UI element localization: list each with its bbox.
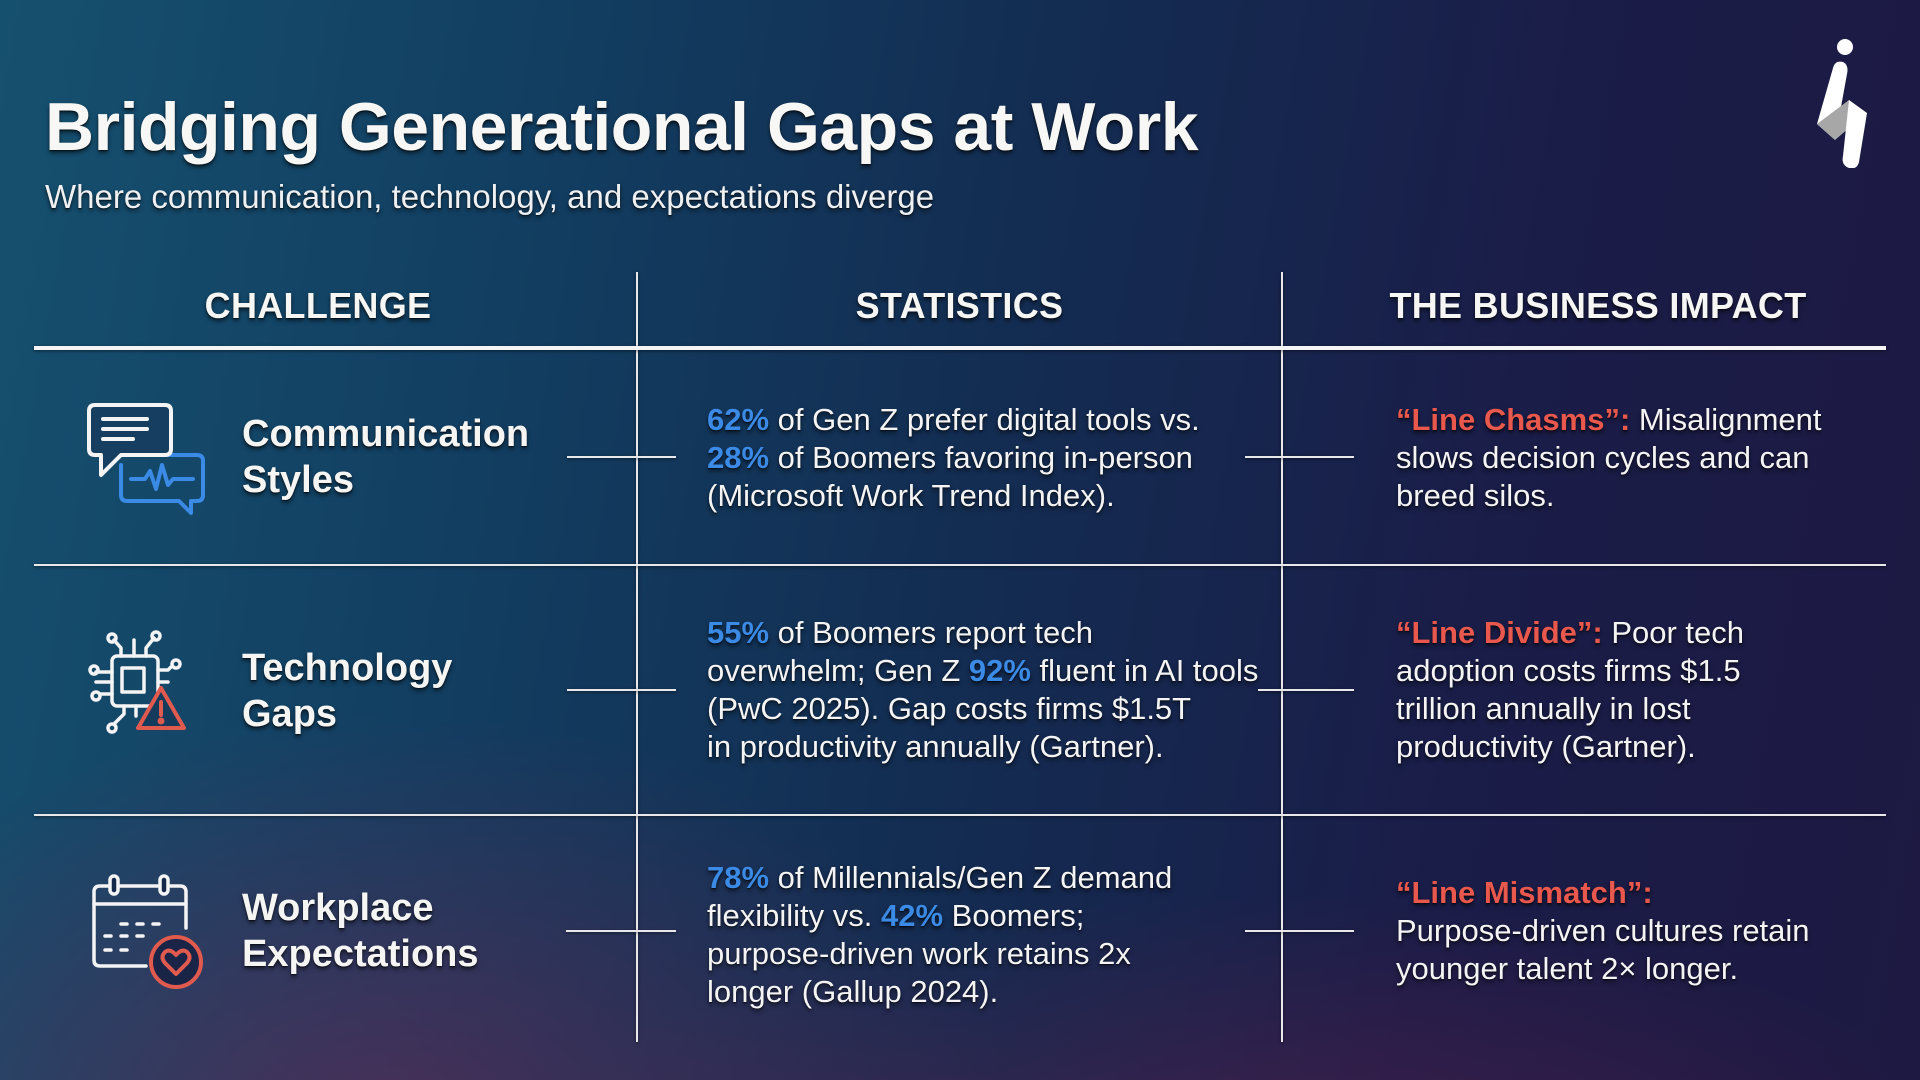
page-title: Bridging Generational Gaps at Work bbox=[45, 89, 1199, 165]
stat-text: overwhelm; Gen Z bbox=[707, 653, 969, 688]
impact-cell: “Line Chasms”: Misalignment slows decisi… bbox=[1396, 401, 1822, 515]
impact-text: Misalignment bbox=[1630, 402, 1822, 437]
column-header-statistics: STATISTICS bbox=[855, 285, 1064, 326]
statistics-cell: 62% of Gen Z prefer digital tools vs. 28… bbox=[707, 401, 1200, 515]
impact-label: “Line Mismatch”: bbox=[1396, 875, 1653, 910]
impact-text: productivity (Gartner). bbox=[1396, 729, 1696, 764]
column-divider-2 bbox=[1281, 272, 1283, 1042]
impact-label: “Line Chasms”: bbox=[1396, 402, 1631, 437]
impact-text: Purpose-driven cultures retain bbox=[1396, 913, 1810, 948]
stat-highlight: 78% bbox=[707, 860, 770, 895]
stat-text: (PwC 2025). Gap costs firms $1.5T bbox=[707, 691, 1192, 726]
stat-text: of Millennials/Gen Z demand bbox=[769, 860, 1173, 895]
stat-text: of Boomers favoring in-person bbox=[769, 440, 1193, 475]
row1-connector-left bbox=[567, 456, 676, 458]
impact-cell: “Line Divide”: Poor tech adoption costs … bbox=[1396, 614, 1744, 766]
challenge-name-line: Workplace bbox=[242, 887, 434, 929]
row2-connector-left bbox=[567, 689, 676, 691]
row1-connector-right bbox=[1245, 456, 1354, 458]
impact-label: “Line Divide”: bbox=[1396, 615, 1603, 650]
challenge-name-line: Styles bbox=[242, 459, 354, 501]
challenge-name: Technology Gaps bbox=[242, 645, 452, 737]
challenge-name-line: Expectations bbox=[242, 933, 479, 975]
challenge-name: Workplace Expectations bbox=[242, 885, 479, 977]
stat-text: fluent in AI tools bbox=[1030, 653, 1259, 688]
row3-connector-right bbox=[1245, 930, 1354, 932]
stat-text: flexibility vs. bbox=[707, 898, 881, 933]
stat-highlight: 28% bbox=[707, 440, 770, 475]
stat-text: longer (Gallup 2024). bbox=[707, 974, 999, 1009]
stat-highlight: 62% bbox=[707, 402, 770, 437]
chip-warning-icon bbox=[88, 630, 186, 734]
impact-text: trillion annually in lost bbox=[1396, 691, 1691, 726]
stat-text: of Boomers report tech bbox=[769, 615, 1093, 650]
impact-text: Poor tech bbox=[1602, 615, 1745, 650]
row-divider-2 bbox=[34, 814, 1886, 816]
row2-connector-right bbox=[1258, 689, 1354, 691]
header-divider bbox=[34, 346, 1886, 350]
impact-text: slows decision cycles and can bbox=[1396, 440, 1810, 475]
stat-text: purpose-driven work retains 2x bbox=[707, 936, 1131, 971]
challenge-name: Communication Styles bbox=[242, 411, 529, 503]
stat-text: (Microsoft Work Trend Index). bbox=[707, 478, 1115, 513]
challenge-name-line: Gaps bbox=[242, 693, 338, 735]
stat-highlight: 55% bbox=[707, 615, 770, 650]
chat-bubbles-icon bbox=[87, 403, 205, 515]
challenge-name-line: Communication bbox=[242, 413, 530, 455]
statistics-cell: 78% of Millennials/Gen Z demand flexibil… bbox=[707, 859, 1172, 1011]
page-subtitle: Where communication, technology, and exp… bbox=[45, 178, 935, 215]
stat-highlight: 42% bbox=[880, 898, 944, 933]
stat-text: in productivity annually (Gartner). bbox=[707, 729, 1164, 764]
impact-text: younger talent 2× longer. bbox=[1396, 951, 1739, 986]
stat-text: Boomers; bbox=[943, 898, 1085, 933]
row3-connector-left bbox=[566, 930, 676, 932]
brand-logo-icon bbox=[1817, 39, 1867, 168]
statistics-cell: 55% of Boomers report tech overwhelm; Ge… bbox=[707, 614, 1258, 766]
stat-text: of Gen Z prefer digital tools vs. bbox=[769, 402, 1200, 437]
stat-highlight: 92% bbox=[968, 653, 1031, 688]
impact-text: breed silos. bbox=[1396, 478, 1555, 513]
calendar-heart-icon bbox=[92, 874, 203, 989]
column-divider-1 bbox=[636, 272, 638, 1042]
impact-cell: “Line Mismatch”: Purpose-driven cultures… bbox=[1396, 874, 1810, 988]
column-header-challenge: CHALLENGE bbox=[204, 285, 432, 326]
column-header-business-impact: THE BUSINESS IMPACT bbox=[1389, 285, 1807, 326]
row-divider-1 bbox=[34, 564, 1886, 566]
challenge-name-line: Technology bbox=[242, 647, 453, 689]
impact-text: adoption costs firms $1.5 bbox=[1396, 653, 1741, 688]
